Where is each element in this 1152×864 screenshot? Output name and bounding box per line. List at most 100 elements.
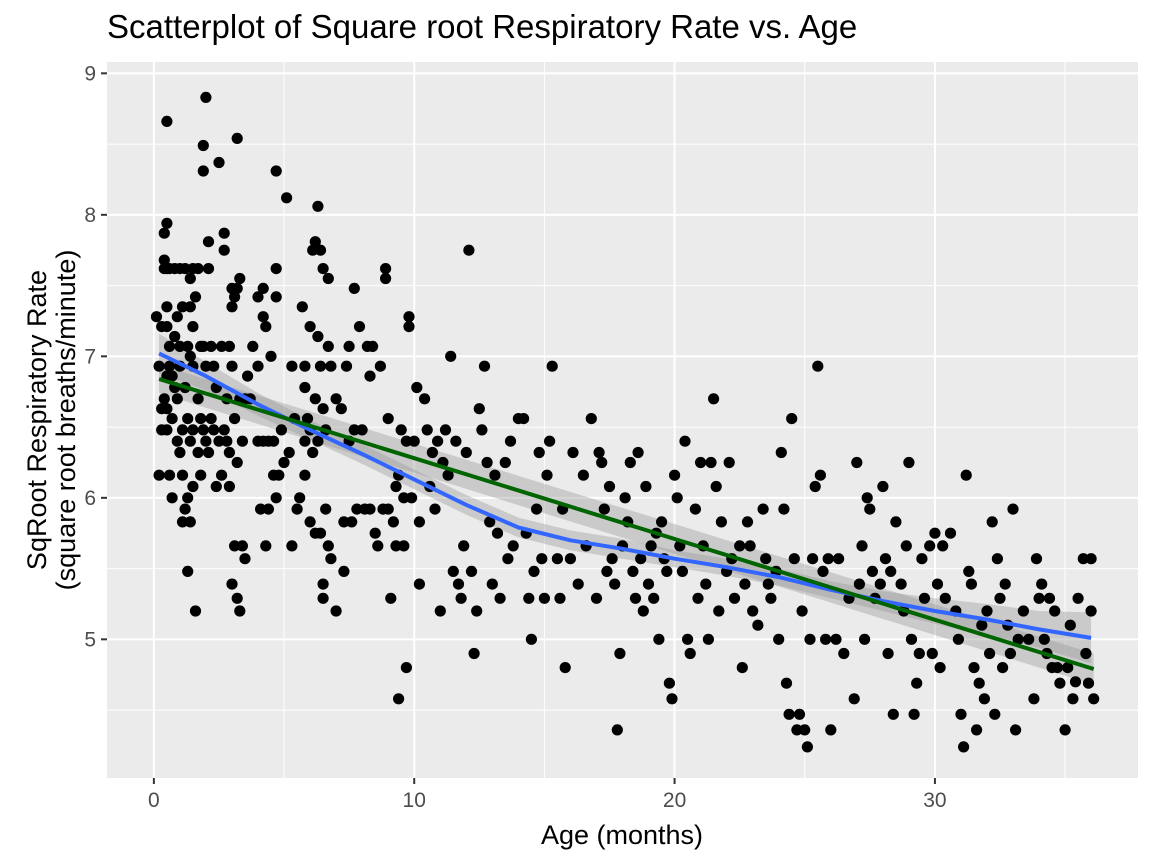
data-point [348,282,360,294]
data-point [309,236,321,248]
data-point [270,263,282,275]
data-point [364,503,376,515]
data-point [528,565,540,578]
data-point [184,516,196,528]
data-point [210,480,222,493]
data-point [635,553,647,565]
data-point [158,227,170,239]
data-point [236,435,248,447]
data-point [307,446,319,459]
data-point [499,456,511,469]
data-point [182,413,194,425]
data-point [252,291,264,303]
data-point [236,540,248,552]
data-point [786,413,798,425]
data-point [1088,693,1100,705]
data-point [689,503,702,515]
data-point [299,381,311,394]
data-point [213,435,225,447]
data-point [1033,592,1045,604]
data-point [952,633,965,645]
data-point [791,724,803,736]
data-point [820,633,832,645]
data-point [192,393,204,405]
data-point [208,360,220,372]
data-point [312,200,324,212]
data-point [309,393,321,405]
data-point [1082,677,1095,689]
data-point [788,553,800,565]
linear-fit-line [158,377,1095,671]
data-point [252,360,264,372]
data-point [419,393,431,405]
data-point [294,492,306,504]
data-point [218,424,230,436]
data-point [325,553,337,565]
data-point [577,469,590,481]
x-tick-label: 0 [148,789,160,812]
data-point [1085,605,1097,617]
data-point [270,291,282,303]
data-point [931,578,944,590]
data-point [226,301,238,313]
data-point [572,578,584,590]
data-point [682,633,694,645]
data-point [1017,605,1029,617]
data-point [778,503,790,515]
data-point [525,633,538,645]
data-point [465,565,478,578]
data-point [809,480,821,493]
data-point [900,540,912,552]
data-point [450,435,462,447]
data-point [216,340,228,352]
data-point [202,236,215,248]
data-point [406,492,418,504]
data-point [473,403,485,415]
data-point [176,424,189,436]
data-point [1062,662,1074,674]
data-point [202,446,215,459]
data-point [559,662,571,674]
data-point [463,244,475,256]
data-point [343,340,355,352]
data-point [747,605,759,617]
data-point [939,592,951,604]
data-point [301,413,314,425]
trend-lines [158,351,1095,671]
data-point [197,424,209,436]
data-point [413,516,425,528]
data-point [158,393,170,405]
data-point [223,446,235,459]
data-point [601,565,613,578]
data-point [632,446,644,459]
data-point [637,605,649,617]
data-point [913,647,925,660]
data-point [304,321,316,333]
data-point [861,492,873,504]
data-point [551,553,564,565]
data-point [1049,605,1061,617]
data-point [934,662,946,674]
data-point [1054,677,1066,689]
data-point [1012,633,1024,645]
data-point [387,516,399,528]
data-point [609,578,621,590]
plot-panel [107,62,1138,778]
data-point [1030,553,1043,565]
data-point [523,592,535,604]
data-point [856,540,868,552]
data-point [184,350,196,362]
data-point [374,360,386,372]
data-point [986,516,998,528]
data-point [491,527,504,539]
data-point [554,592,566,604]
data-point [403,321,415,333]
data-point [286,540,298,552]
data-point [202,263,215,275]
data-point [723,456,735,469]
data-point [169,330,181,343]
data-point [874,578,886,590]
data-point [205,340,217,352]
data-point [304,516,316,528]
